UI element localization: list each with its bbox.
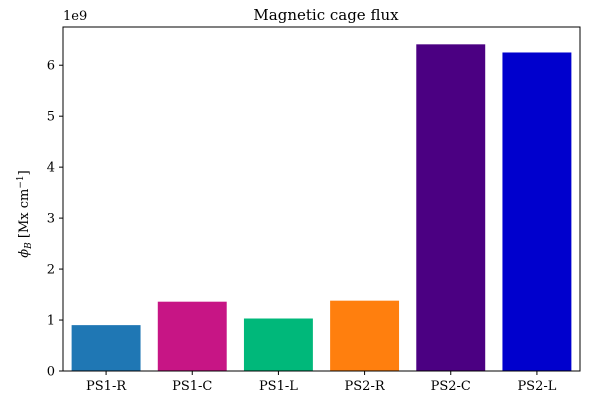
y-label-symbol: ϕ xyxy=(17,249,32,258)
y-tick-label: 0 xyxy=(47,365,55,380)
y-tick-label: 6 xyxy=(47,59,55,74)
y-tick-label: 3 xyxy=(47,212,55,227)
chart-title: Magnetic cage flux xyxy=(253,6,399,24)
bar-ps2-r xyxy=(330,300,400,371)
x-tick-label: PS2-C xyxy=(431,379,471,394)
x-tick-label: PS1-L xyxy=(259,379,298,394)
svg-text:ϕB [Mx cm−1]: ϕB [Mx cm−1] xyxy=(16,170,34,257)
y-axis-label: ϕB [Mx cm−1] xyxy=(16,170,34,257)
y-tick-label: 4 xyxy=(47,161,55,176)
bar-ps1-c xyxy=(157,301,227,371)
y-label-subscript: B xyxy=(24,242,34,250)
x-tick-label: PS2-R xyxy=(345,379,386,394)
y-tick-label: 5 xyxy=(47,110,55,125)
plot-frame xyxy=(62,26,581,372)
x-tick-label: PS1-R xyxy=(86,379,127,394)
x-tick-label: PS1-C xyxy=(172,379,212,394)
x-tick-label: PS2-L xyxy=(517,379,556,394)
y-label-suffix: ] xyxy=(17,170,32,175)
bar-ps2-c xyxy=(416,44,486,372)
bar-ps1-r xyxy=(71,325,141,371)
y-label-superscript: −1 xyxy=(16,175,26,188)
y-offset-text: 1e9 xyxy=(63,9,87,24)
x-ticks-group: PS1-R PS1-C PS1-L PS2-R PS2-C PS2-L xyxy=(86,371,557,394)
bars-group xyxy=(71,44,572,372)
y-tick-label: 1 xyxy=(47,314,55,329)
y-tick-label: 2 xyxy=(47,263,55,278)
bar-ps2-l xyxy=(502,52,572,372)
y-ticks-group: 0 1 2 3 4 5 6 xyxy=(47,59,63,380)
y-label-units: [Mx cm xyxy=(17,189,32,243)
bar-ps1-l xyxy=(243,318,313,371)
